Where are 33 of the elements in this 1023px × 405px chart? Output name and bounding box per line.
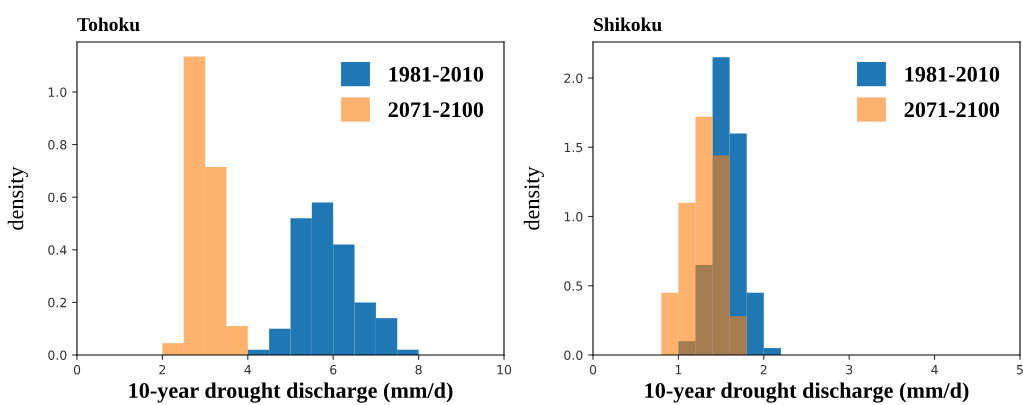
x-tick-label: 10 bbox=[497, 364, 512, 375]
x-tick-label: 2 bbox=[760, 364, 767, 375]
x-tick-label: 0 bbox=[589, 364, 597, 375]
legend-label: 1981-2010 bbox=[389, 66, 484, 82]
x-tick-label: 0 bbox=[73, 364, 81, 375]
y-tick-label: 1.5 bbox=[564, 142, 583, 153]
chart-title: Shikoku bbox=[594, 17, 662, 32]
y-tick-label: 0.0 bbox=[48, 350, 67, 360]
y-tick-label: 2.0 bbox=[564, 73, 583, 83]
y-tick-label: 1.0 bbox=[48, 87, 67, 97]
x-tick-label: 3 bbox=[846, 364, 853, 375]
x-tick-label: 6 bbox=[330, 364, 337, 375]
y-tick-label: 0.6 bbox=[48, 192, 67, 203]
x-tick-label: 8 bbox=[415, 364, 422, 375]
legend-label: 2071-2100 bbox=[388, 102, 484, 118]
y-tick-label: 0.4 bbox=[48, 245, 67, 255]
x-axis-title: 10-year drought discharge (mm/d) bbox=[129, 382, 453, 403]
x-tick-label: 2 bbox=[159, 364, 166, 375]
y-tick-label: 0.0 bbox=[564, 350, 583, 360]
y-axis-title: density bbox=[523, 166, 544, 230]
x-tick-label: 5 bbox=[1016, 365, 1023, 375]
x-tick-label: 4 bbox=[931, 365, 938, 375]
y-tick-label: 1.0 bbox=[564, 211, 583, 222]
y-tick-label: 0.5 bbox=[564, 281, 583, 291]
y-tick-label: 0.8 bbox=[48, 140, 67, 150]
legend-label: 1981-2010 bbox=[905, 66, 1000, 82]
x-axis-title: 10-year drought discharge (mm/d) bbox=[645, 382, 969, 403]
x-tick-label: 1 bbox=[675, 365, 682, 375]
legend-label: 2071-2100 bbox=[904, 102, 1000, 118]
y-tick-label: 0.2 bbox=[48, 297, 67, 308]
y-axis-title: density bbox=[7, 166, 28, 230]
x-tick-label: 4 bbox=[244, 365, 252, 375]
chart-title: Tohoku bbox=[77, 17, 140, 32]
